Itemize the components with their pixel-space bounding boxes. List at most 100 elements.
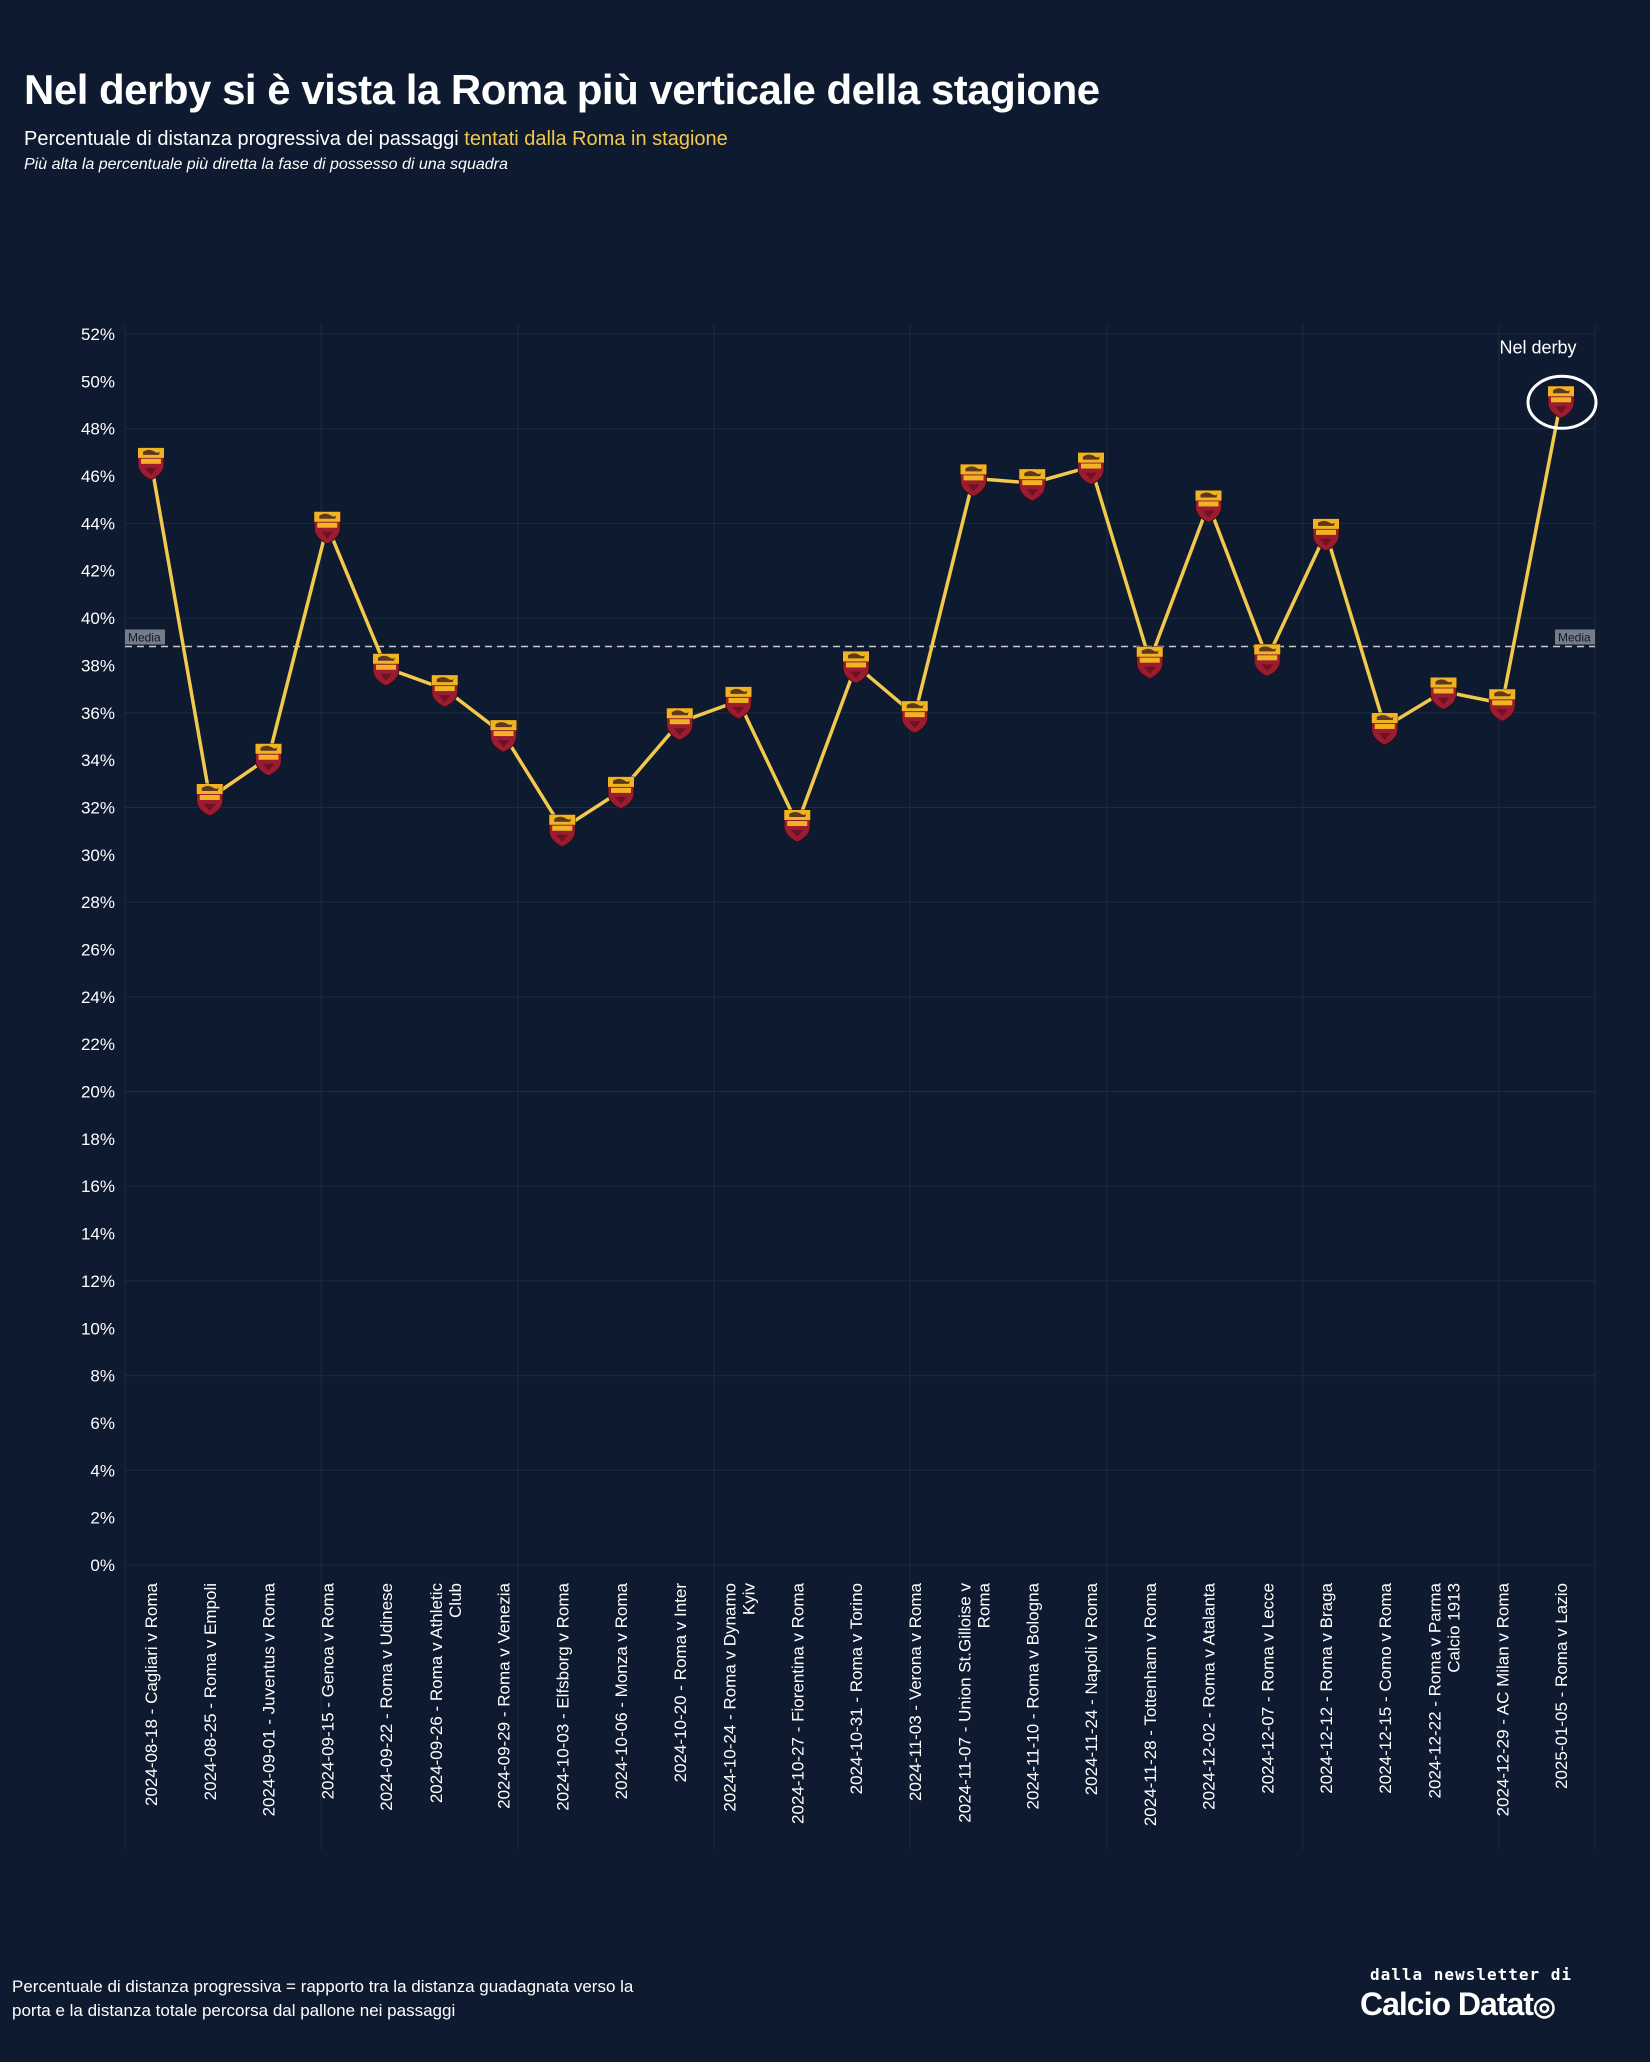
badge-band	[1492, 700, 1513, 706]
badge-tip	[1555, 406, 1567, 414]
x-tick-label-line: 2024-10-03 - Elfsborg v Roma	[553, 1582, 572, 1810]
y-tick-label: 2%	[90, 1509, 115, 1528]
badge-wolf	[378, 655, 395, 661]
roma-badge-icon	[548, 814, 576, 848]
badge-band	[434, 686, 455, 692]
badge-band	[258, 754, 279, 760]
badge-tip	[1143, 666, 1156, 674]
x-tick-label: 2024-09-15 - Genoa v Roma	[318, 1582, 337, 1799]
badge-band	[1139, 657, 1160, 663]
x-tick-label-line: 2024-11-03 - Verona v Roma	[906, 1582, 925, 1801]
x-tick-label: 2024-12-22 - Roma v ParmaCalcio 1913	[1426, 1582, 1464, 1798]
y-tick-label: 28%	[81, 893, 115, 912]
badge-wolf	[554, 816, 572, 822]
roma-badge-icon	[1371, 712, 1399, 746]
average-label-box	[1555, 629, 1595, 645]
annotation-text: Nel derby	[1499, 337, 1576, 357]
roma-badge-icon	[431, 674, 459, 708]
badge-wolf	[1494, 691, 1512, 697]
x-tick-label: 2024-11-07 - Union St.Gilloise vRoma	[956, 1582, 994, 1822]
average-label: Media	[1558, 630, 1591, 644]
badge-tip	[1085, 472, 1097, 480]
badge-wolf	[495, 722, 513, 728]
x-tick-label-line: 2024-11-07 - Union St.Gilloise v	[956, 1583, 975, 1823]
badge-wolf	[1024, 471, 1042, 477]
badge-tip	[1320, 538, 1332, 546]
badge-band	[904, 712, 925, 718]
y-tick-label: 32%	[81, 798, 115, 817]
roma-badge-icon	[137, 447, 165, 481]
badge-tip	[615, 796, 627, 804]
badge-band	[1316, 529, 1336, 535]
x-tick-label-line: 2024-09-01 - Juventus v Roma	[260, 1582, 279, 1816]
roma-badge-icon	[1547, 385, 1575, 419]
x-tick-label-line: 2024-10-06 - Monza v Roma	[612, 1582, 631, 1799]
badge-wolf	[1200, 492, 1218, 498]
x-tick-label-line: Roma	[975, 1582, 994, 1628]
y-tick-label: 30%	[81, 846, 115, 865]
badge-wolf	[1553, 388, 1570, 394]
y-tick-label: 10%	[81, 1319, 115, 1338]
x-tick-label: 2024-12-29 - AC Milan v Roma	[1493, 1582, 1512, 1816]
x-tick-label: 2024-10-31 - Roma v Torino	[847, 1583, 866, 1794]
footnote-line: Percentuale di distanza progressiva = ra…	[12, 1977, 634, 1996]
badge-wolf	[1318, 520, 1335, 526]
badge-wolf	[1376, 714, 1394, 720]
y-tick-label: 42%	[81, 562, 115, 581]
average-label: Media	[128, 630, 161, 644]
roma-badge-icon	[960, 464, 987, 497]
x-tick-label-line: 2024-12-15 - Como v Roma	[1376, 1582, 1395, 1793]
badge-band	[199, 794, 220, 800]
y-tick-label: 12%	[81, 1272, 115, 1291]
badge-band	[1551, 397, 1571, 403]
roma-badge-icon	[666, 707, 694, 741]
x-tick-label: 2024-09-01 - Juventus v Roma	[260, 1582, 279, 1816]
badge-band	[493, 731, 514, 737]
x-tick-label: 2025-01-05 - Roma v Lazio	[1552, 1583, 1571, 1789]
roma-badge-icon	[725, 686, 752, 720]
y-tick-label: 8%	[90, 1367, 115, 1386]
y-tick-label: 46%	[81, 467, 115, 486]
y-tick-label: 38%	[81, 656, 115, 675]
roma-badge-icon	[842, 651, 870, 684]
y-axis-ticks: 0% 2% 4% 6% 8% 10% 12% 14% 16% 18% 20% 22% 24% 26% 28%…	[81, 325, 115, 1575]
badge-band	[963, 475, 984, 481]
badge-tip	[556, 834, 569, 842]
x-tick-label: 2024-10-24 - Roma v DynamoKyiv	[721, 1583, 759, 1812]
roma-badge-icon	[490, 719, 517, 753]
brand-name: Calcio Datat◎	[1360, 1986, 1610, 2023]
badge-band	[787, 821, 808, 827]
y-tick-label: 50%	[81, 372, 115, 391]
x-tick-label-line: 2025-01-05 - Roma v Lazio	[1552, 1583, 1571, 1789]
badge-band	[141, 458, 161, 464]
x-tick-label: 2024-10-03 - Elfsborg v Roma	[553, 1582, 572, 1810]
badge-wolf	[848, 653, 865, 659]
x-tick-label-line: 2024-09-15 - Genoa v Roma	[318, 1582, 337, 1799]
badge-band	[611, 787, 631, 793]
grid	[124, 325, 1596, 1850]
badge-tip	[145, 467, 157, 475]
badge-band	[1257, 655, 1278, 661]
badge-wolf	[143, 449, 160, 455]
footnote: Percentuale di distanza progressiva = ra…	[12, 1975, 633, 2023]
x-tick-label-line: 2024-12-29 - AC Milan v Roma	[1493, 1582, 1512, 1816]
y-tick-label: 22%	[81, 1035, 115, 1054]
roma-badge-icon	[1488, 688, 1516, 722]
badge-tip	[380, 673, 392, 681]
badge-wolf	[436, 677, 454, 683]
badge-band	[1022, 480, 1043, 486]
x-tick-label-line: 2024-12-22 - Roma v Parma	[1426, 1582, 1445, 1798]
badge-band	[1198, 501, 1219, 507]
roma-badge-icon	[1136, 646, 1164, 680]
brand-logo: dalla newsletter di Calcio Datat◎	[1360, 1965, 1610, 2023]
badge-tip	[1496, 709, 1509, 717]
y-tick-label: 20%	[81, 1083, 115, 1102]
chart-title: Nel derby si è vista la Roma più vertica…	[24, 66, 1100, 113]
badge-wolf	[965, 466, 983, 472]
x-tick-label: 2024-11-10 - Roma v Bologna	[1023, 1582, 1042, 1809]
x-tick-label: 2024-10-27 - Fiorentina v Roma	[788, 1582, 807, 1824]
x-tick-label-line: 2024-10-24 - Roma v Dynamo	[721, 1583, 740, 1812]
average-line-group: Media Media	[125, 629, 1595, 648]
y-tick-label: 6%	[90, 1414, 115, 1433]
roma-badge-icon	[196, 783, 224, 817]
